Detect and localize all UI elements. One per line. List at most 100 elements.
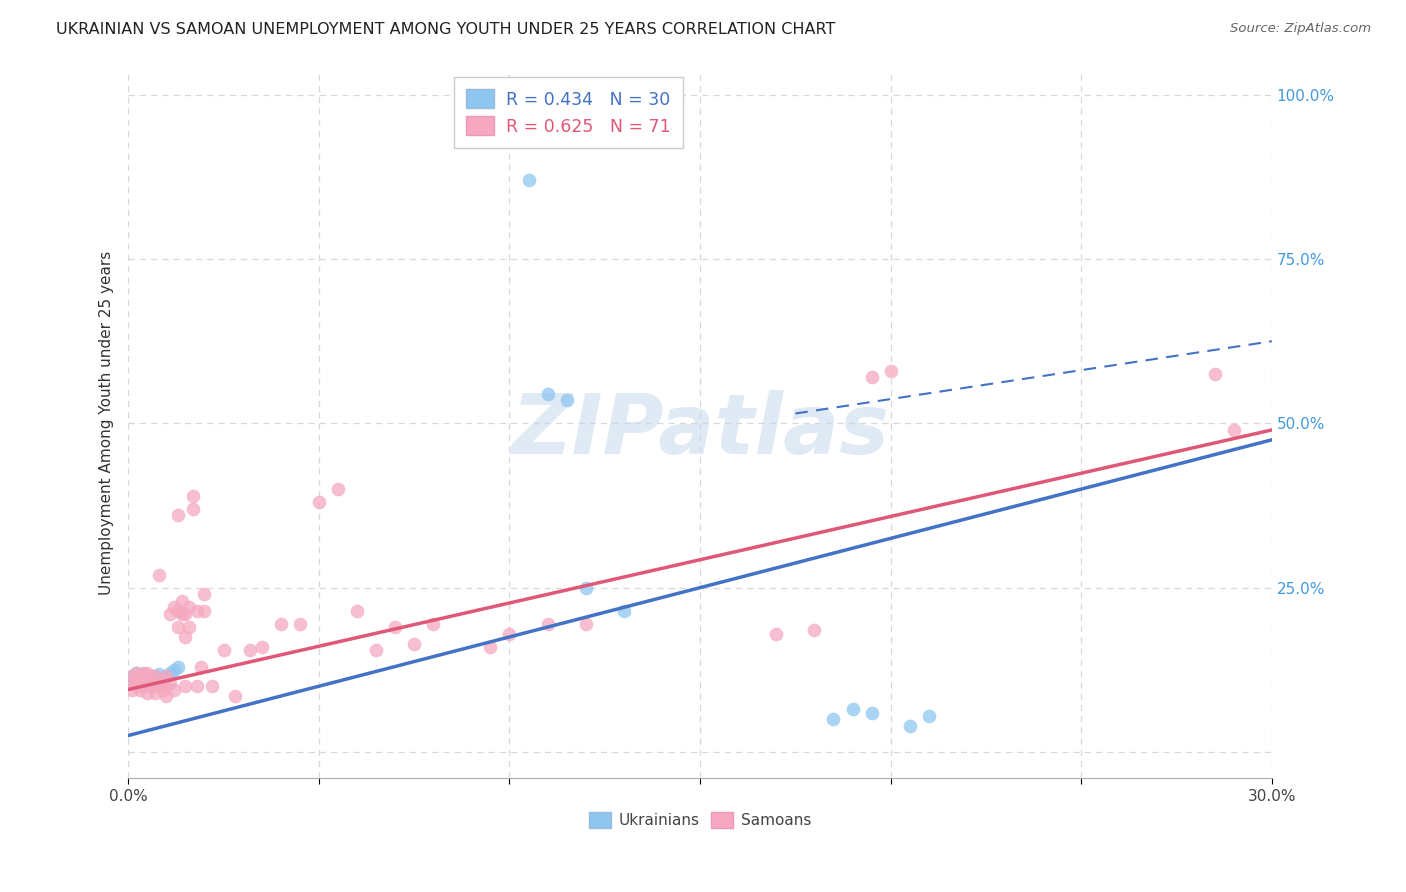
Point — [163, 663, 186, 677]
Point — [166, 620, 188, 634]
Point — [166, 508, 188, 523]
Point — [128, 673, 150, 688]
Point — [148, 567, 170, 582]
Point — [765, 626, 787, 640]
Point — [613, 604, 636, 618]
Point — [128, 676, 150, 690]
Point — [152, 673, 174, 687]
Point — [170, 607, 193, 621]
Point — [155, 669, 177, 683]
Point — [155, 669, 177, 683]
Text: UKRAINIAN VS SAMOAN UNEMPLOYMENT AMONG YOUTH UNDER 25 YEARS CORRELATION CHART: UKRAINIAN VS SAMOAN UNEMPLOYMENT AMONG Y… — [56, 22, 835, 37]
Point — [179, 600, 201, 615]
Point — [139, 679, 162, 693]
Point — [498, 626, 520, 640]
Point — [159, 676, 181, 690]
Point — [148, 667, 170, 681]
Point — [536, 386, 558, 401]
Point — [479, 640, 502, 654]
Point — [186, 679, 208, 693]
Point — [143, 686, 166, 700]
Point — [143, 669, 166, 683]
Point — [121, 682, 143, 697]
Point — [136, 676, 159, 690]
Point — [128, 669, 150, 683]
Point — [201, 679, 224, 693]
Point — [860, 370, 883, 384]
Point — [159, 607, 181, 621]
Text: Source: ZipAtlas.com: Source: ZipAtlas.com — [1230, 22, 1371, 36]
Point — [132, 679, 155, 693]
Point — [132, 666, 155, 681]
Point — [121, 676, 143, 690]
Point — [125, 666, 148, 681]
Point — [860, 706, 883, 720]
Point — [823, 712, 845, 726]
Point — [193, 604, 215, 618]
Point — [136, 666, 159, 681]
Point — [121, 676, 143, 690]
Point — [136, 673, 159, 687]
Point — [132, 671, 155, 685]
Point — [132, 667, 155, 681]
Point — [174, 607, 197, 621]
Point — [174, 630, 197, 644]
Point — [181, 501, 204, 516]
Point — [155, 689, 177, 703]
Point — [239, 643, 262, 657]
Point — [148, 679, 170, 693]
Point — [143, 676, 166, 690]
Point — [193, 587, 215, 601]
Point — [155, 679, 177, 693]
Point — [125, 679, 148, 693]
Point — [181, 489, 204, 503]
Point — [1204, 367, 1226, 381]
Point — [163, 600, 186, 615]
Point — [536, 616, 558, 631]
Point — [152, 682, 174, 697]
Y-axis label: Unemployment Among Youth under 25 years: Unemployment Among Youth under 25 years — [100, 252, 114, 596]
Point — [190, 659, 212, 673]
Point — [166, 604, 188, 618]
Legend: Ukrainians, Samoans: Ukrainians, Samoans — [583, 806, 817, 834]
Point — [163, 682, 186, 697]
Point — [575, 616, 598, 631]
Point — [125, 673, 148, 687]
Point — [186, 604, 208, 618]
Point — [179, 620, 201, 634]
Point — [364, 643, 387, 657]
Point — [898, 719, 921, 733]
Point — [326, 482, 349, 496]
Point — [224, 689, 246, 703]
Point — [555, 393, 578, 408]
Point — [166, 659, 188, 673]
Point — [139, 673, 162, 688]
Point — [212, 643, 235, 657]
Point — [517, 173, 540, 187]
Point — [422, 616, 444, 631]
Point — [159, 666, 181, 681]
Point — [841, 702, 863, 716]
Point — [346, 604, 368, 618]
Point — [139, 669, 162, 683]
Point — [121, 669, 143, 683]
Point — [136, 673, 159, 687]
Point — [128, 682, 150, 697]
Point — [250, 640, 273, 654]
Point — [1223, 423, 1246, 437]
Point — [125, 666, 148, 681]
Point — [125, 673, 148, 687]
Point — [174, 679, 197, 693]
Text: ZIPatlas: ZIPatlas — [512, 390, 889, 471]
Point — [270, 616, 292, 631]
Point — [143, 669, 166, 683]
Point — [384, 620, 406, 634]
Point — [121, 669, 143, 683]
Point — [288, 616, 311, 631]
Point — [308, 495, 330, 509]
Point — [575, 581, 598, 595]
Point — [803, 624, 825, 638]
Point — [879, 364, 901, 378]
Point — [143, 673, 166, 687]
Point — [139, 669, 162, 683]
